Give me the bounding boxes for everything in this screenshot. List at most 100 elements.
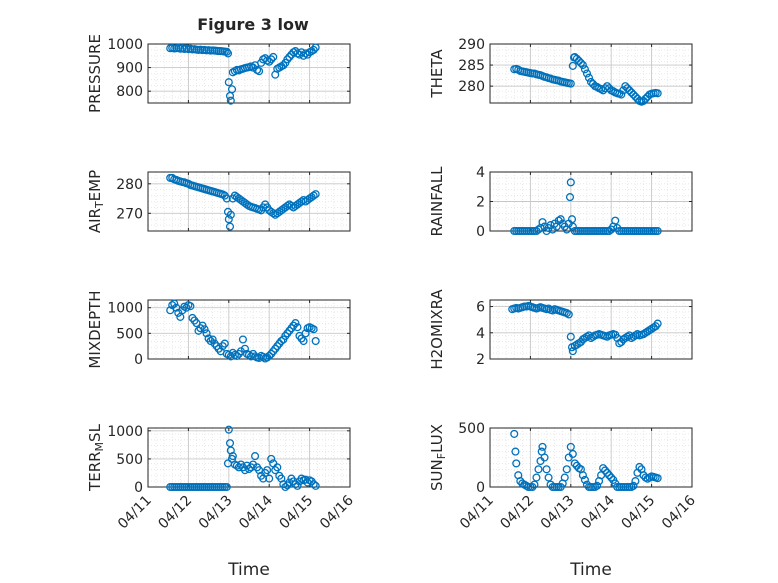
subplot-theta: 280 285 290 THETA: [428, 37, 693, 106]
data-point: [532, 473, 541, 482]
axes-box: [489, 43, 693, 104]
y-axis-label: RAINFALL: [428, 166, 446, 237]
data-point: [641, 94, 650, 103]
data-point: [538, 442, 547, 451]
data-point: [617, 90, 626, 99]
data-point: [578, 471, 587, 480]
x-axis-label: Time: [227, 560, 270, 580]
data-point: [510, 429, 519, 438]
y-tick-label: 0: [134, 480, 143, 496]
data-point: [223, 49, 233, 58]
y-tick-label: 500: [116, 452, 143, 468]
data-point: [255, 67, 264, 76]
data-point: [580, 65, 589, 74]
data-point: [629, 90, 638, 99]
data-point: [578, 61, 587, 70]
y-tick-label: 285: [458, 58, 485, 74]
data-point: [285, 52, 294, 62]
data-point: [538, 218, 547, 227]
data-point: [311, 190, 320, 199]
data-point: [625, 86, 634, 95]
data-point: [601, 466, 610, 475]
data-point: [566, 178, 575, 187]
y-axis-label-part: SL: [86, 423, 104, 442]
y-axis-label-part: EMP: [86, 170, 104, 201]
data-point: [544, 304, 553, 313]
data-point: [279, 61, 288, 70]
data-point: [228, 452, 237, 461]
y-axis-label-part: THETA: [428, 49, 446, 99]
data-point: [568, 449, 577, 459]
data-point: [530, 480, 539, 489]
data-point: [227, 85, 237, 94]
data-point: [224, 350, 233, 359]
data-point: [562, 309, 571, 318]
axes-box: [147, 43, 351, 104]
data-point: [653, 226, 662, 236]
y-axis-label: THETA: [428, 49, 446, 99]
y-axis-label-part: PRESSURE: [86, 34, 104, 113]
y-axis-label-part: RAINFALL: [428, 166, 446, 237]
data-point: [631, 92, 640, 101]
data-point: [548, 306, 557, 315]
data-point: [605, 226, 614, 236]
x-axis-label: Time: [569, 560, 612, 580]
data-point: [240, 344, 250, 353]
data-point: [222, 47, 231, 56]
data-point: [244, 464, 254, 474]
data-point: [631, 331, 640, 340]
data-point: [621, 82, 630, 91]
y-tick-label: 500: [116, 326, 143, 342]
subplot-h2omixra: 2 4 6 H2OMIXRA: [428, 289, 693, 370]
data-point: [566, 79, 575, 88]
data-point: [293, 481, 302, 490]
y-axis-label-subscript: M: [93, 442, 106, 452]
data-point: [226, 96, 235, 105]
data-point: [291, 319, 300, 328]
data-point: [653, 89, 662, 98]
data-point: [641, 328, 650, 337]
data-point: [574, 56, 583, 65]
data-point: [576, 58, 585, 68]
data-point: [653, 474, 662, 483]
data-point: [611, 216, 620, 225]
figure-title: Figure 3 low: [197, 15, 309, 34]
data-point: [512, 459, 521, 468]
data-point: [309, 45, 318, 54]
y-tick-label: 280: [116, 177, 143, 193]
subplot-air_temp: 270 280 AIRTEMP: [86, 170, 351, 233]
data-point: [580, 475, 589, 484]
y-tick-label: 1000: [107, 37, 143, 53]
data-point: [224, 215, 233, 224]
axes-box: [147, 427, 351, 488]
y-tick-label: 290: [458, 37, 485, 53]
y-axis-label-subscript: T: [93, 201, 106, 209]
data-point: [584, 73, 594, 82]
data-point: [255, 353, 264, 363]
data-point: [580, 333, 589, 343]
data-point: [224, 425, 233, 434]
data-point: [562, 465, 571, 474]
y-axis-label-subscript: F: [435, 453, 448, 459]
data-point: [586, 333, 596, 343]
data-point: [542, 465, 551, 474]
y-tick-label: 2: [476, 195, 485, 211]
data-point: [222, 194, 231, 203]
data-point: [309, 325, 318, 334]
data-point: [572, 54, 581, 63]
data-point: [299, 336, 308, 346]
y-tick-label: 500: [458, 421, 485, 437]
data-point: [174, 308, 183, 317]
subplot-rainfall: 0 2 4 RAINFALL: [428, 165, 693, 240]
data-point: [200, 325, 209, 334]
y-axis-label-part: H2OMIXRA: [428, 289, 446, 370]
y-tick-label: 0: [476, 224, 485, 240]
data-point: [629, 481, 638, 490]
data-point: [627, 88, 636, 97]
data-point: [206, 336, 215, 346]
data-point: [578, 335, 587, 344]
data-point: [277, 336, 286, 346]
data-point: [560, 473, 569, 482]
data-point: [311, 481, 320, 490]
axes-box: [489, 299, 693, 360]
